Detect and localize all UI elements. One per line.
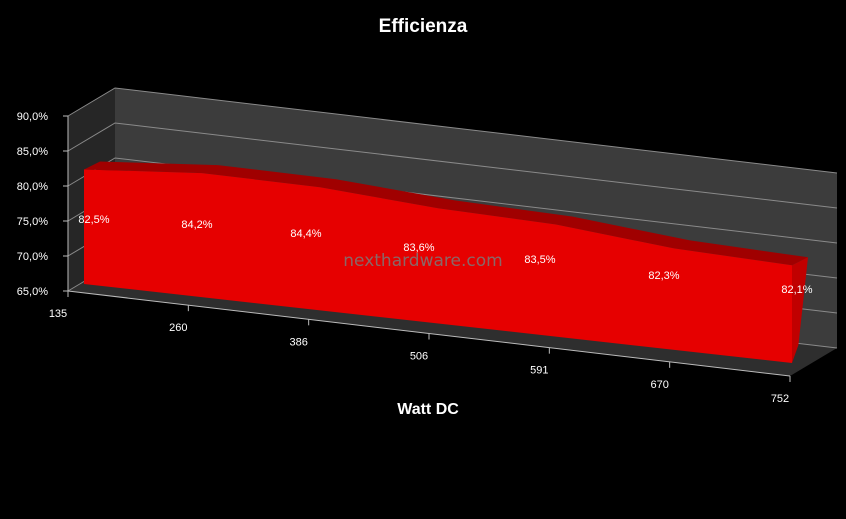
area-front-face <box>84 169 792 363</box>
x-tick-label: 135 <box>49 308 67 320</box>
data-label: 82,5% <box>78 214 109 226</box>
x-tick-label: 670 <box>650 379 668 391</box>
x-axis-ticks: 135 260 386 506 591 670 752 <box>49 291 791 405</box>
area-top-face <box>84 161 808 266</box>
y-tick-label: 65,0% <box>17 286 48 298</box>
chart-title: Efficienza <box>379 16 468 37</box>
gridline <box>67 87 838 174</box>
y-tick-label: 75,0% <box>17 216 48 228</box>
y-tick-label: 85,0% <box>17 146 48 158</box>
x-axis-title: Watt DC <box>397 401 459 418</box>
data-labels: 82,5% 84,2% 84,4% 83,6% 83,5% 82,3% 82,1% <box>78 214 812 296</box>
area-series <box>83 161 808 363</box>
y-tick-label: 90,0% <box>17 111 48 123</box>
y-tick-label: 80,0% <box>17 181 48 193</box>
data-label: 83,5% <box>524 254 555 266</box>
data-label: 84,2% <box>181 219 212 231</box>
watermark: nexthardware.com <box>343 251 502 271</box>
data-label: 82,3% <box>648 270 679 282</box>
x-tick-label: 752 <box>771 393 789 405</box>
data-label: 83,6% <box>403 242 434 254</box>
data-label: 82,1% <box>781 284 812 296</box>
gridline <box>67 157 838 244</box>
x-tick-label: 591 <box>530 365 548 377</box>
gridline <box>67 122 838 209</box>
x-tick-label: 260 <box>169 322 187 334</box>
area-side-face <box>792 257 808 363</box>
y-tick-label: 70,0% <box>17 251 48 263</box>
x-tick-label: 386 <box>289 336 307 348</box>
data-label: 84,4% <box>290 228 321 240</box>
x-tick-label: 506 <box>410 351 428 363</box>
